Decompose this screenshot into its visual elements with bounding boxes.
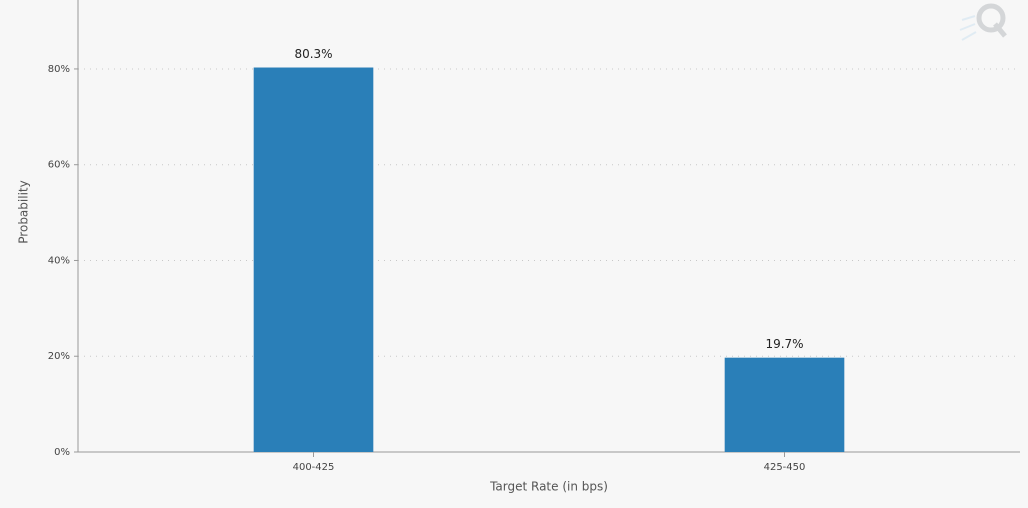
x-tick-label: 400-425 — [293, 462, 335, 473]
y-tick-label: 20% — [48, 351, 70, 362]
value-label: 19.7% — [765, 337, 803, 351]
y-tick-label: 80% — [48, 64, 70, 75]
bar — [253, 67, 374, 453]
x-axis-title: Target Rate (in bps) — [489, 480, 608, 494]
x-tick-label: 425-450 — [764, 462, 806, 473]
logo — [959, 3, 1007, 41]
y-tick-label: 60% — [48, 160, 70, 171]
value-label: 80.3% — [294, 47, 332, 61]
y-tick-label: 0% — [54, 447, 70, 458]
y-axis-title: Probability — [17, 180, 31, 243]
bar — [724, 357, 845, 452]
y-tick-label: 40% — [48, 255, 70, 266]
